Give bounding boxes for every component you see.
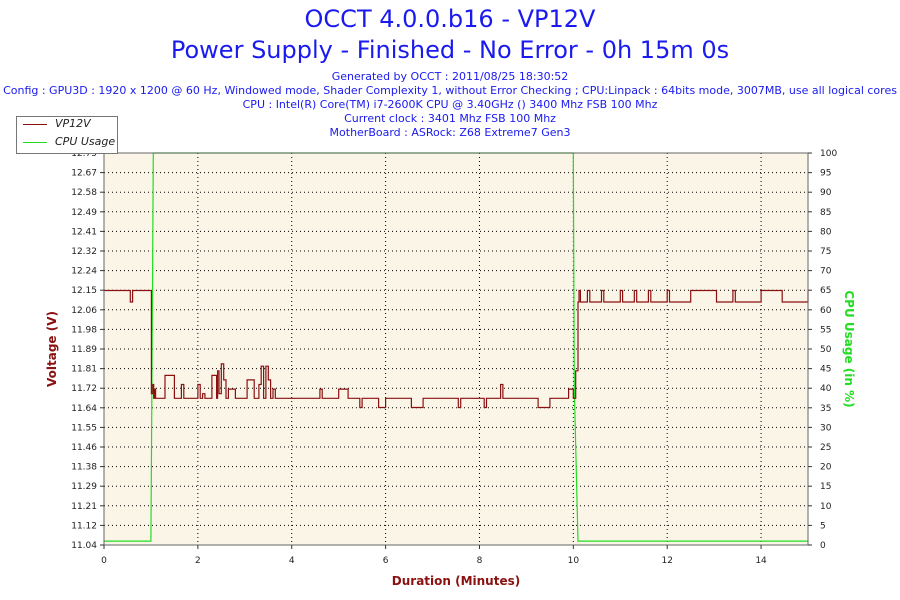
left-tick-label: 11.12 [71,521,97,531]
left-tick-label: 12.75 [71,149,97,159]
right-tick-label: 25 [820,443,831,453]
x-tick-label: 0 [101,556,107,566]
right-tick-label: 60 [820,306,832,316]
right-tick-label: 65 [820,286,831,296]
vp12v-series [104,289,809,409]
right-tick-label: 75 [820,247,831,257]
right-tick-label: 15 [820,482,831,492]
vp12v-line [104,289,809,409]
x-tick-label: 4 [289,556,295,566]
legend-label-vp12v: VP12V [55,117,91,130]
left-tick-label: 11.21 [71,502,97,512]
legend-label-cpu-usage: CPU Usage [55,135,116,148]
right-tick-label: 5 [820,521,826,531]
right-tick-label: 45 [820,365,831,375]
right-tick-label: 10 [820,502,832,512]
left-tick-label: 12.32 [71,247,97,257]
legend-swatch-cpu-usage [23,142,47,143]
left-axis-ticks: 12.75 12.67 12.58 12.49 12.41 12.32 12.24 12.15… [71,149,104,551]
left-tick-label: 12.06 [71,306,97,316]
right-tick-label: 30 [820,423,832,433]
left-tick-label: 11.72 [71,384,97,394]
legend-item-vp12v: VP12V [17,117,117,131]
right-tick-label: 95 [820,169,831,179]
left-tick-label: 11.89 [71,345,97,355]
x-axis-label: Duration (Minutes) [392,574,520,588]
left-tick-label: 12.41 [71,227,97,237]
x-tick-label: 10 [568,556,580,566]
info-config: Config : GPU3D : 1920 x 1200 @ 60 Hz, Wi… [3,84,897,97]
left-tick-label: 11.29 [71,482,97,492]
info-motherboard: MotherBoard : ASRock: Z68 Extreme7 Gen3 [329,126,571,139]
left-tick-label: 11.81 [71,365,97,375]
right-tick-label: 50 [820,345,832,355]
y-axis-label: Voltage (V) [45,311,59,387]
legend-item-cpu-usage: CPU Usage [17,135,117,149]
right-tick-label: 0 [820,541,826,551]
left-tick-label: 11.38 [71,463,97,473]
x-tick-label: 6 [383,556,389,566]
x-tick-label: 2 [195,556,201,566]
legend-swatch-vp12v [23,124,47,125]
right-tick-label: 20 [820,463,832,473]
x-tick-label: 8 [477,556,483,566]
left-tick-label: 12.67 [71,169,97,179]
info-generated: Generated by OCCT : 2011/08/25 18:30:52 [331,70,569,83]
x-axis-ticks: 0 2 4 6 8 10 12 14 [101,545,767,566]
chart-legend: VP12V CPU Usage [16,116,118,154]
right-tick-label: 35 [820,404,831,414]
left-tick-label: 12.58 [71,188,97,198]
right-tick-label: 85 [820,208,831,218]
left-tick-label: 12.49 [71,208,97,218]
right-tick-label: 80 [820,227,832,237]
right-axis-ticks: 1009590858075706560555045403530252015105… [808,149,837,551]
right-tick-label: 100 [820,149,837,159]
left-tick-label: 11.46 [71,443,97,453]
left-tick-label: 11.04 [71,541,97,551]
grid-lines [104,153,808,545]
y2-axis-label: CPU Usage (in %) [842,290,856,407]
left-tick-label: 11.64 [71,404,97,414]
right-tick-label: 90 [820,188,832,198]
info-clock: Current clock : 3401 Mhz FSB 100 Mhz [344,112,556,125]
chart-title: OCCT 4.0.0.b16 - VP12V [304,5,596,33]
left-tick-label: 12.15 [71,286,97,296]
info-cpu: CPU : Intel(R) Core(TM) i7-2600K CPU @ 3… [242,98,658,111]
right-tick-label: 40 [820,384,832,394]
left-tick-label: 11.98 [71,325,97,335]
right-tick-label: 70 [820,267,832,277]
x-tick-label: 12 [661,556,672,566]
left-tick-label: 11.55 [71,423,97,433]
x-tick-label: 14 [755,556,767,566]
chart-subtitle: Power Supply - Finished - No Error - 0h … [170,36,730,64]
left-tick-label: 12.24 [71,267,97,277]
right-tick-label: 55 [820,325,831,335]
